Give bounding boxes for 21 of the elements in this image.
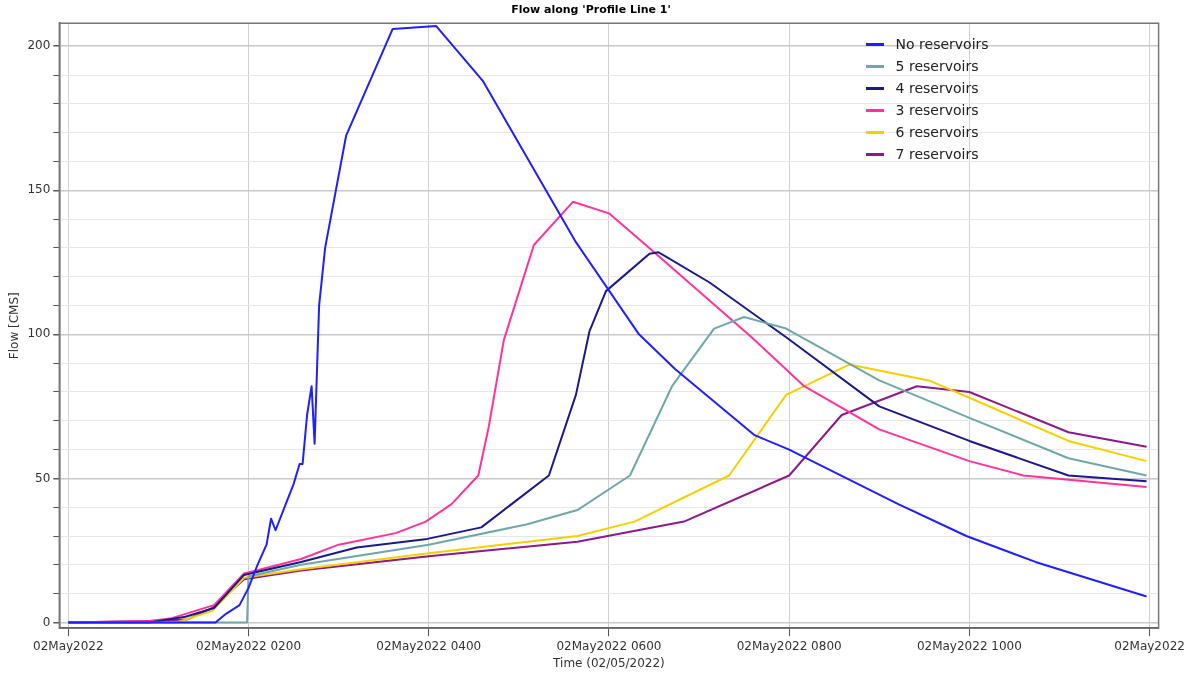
y-tick-label: 50 (35, 470, 51, 485)
y-tick-label: 100 (27, 326, 51, 341)
x-tick-label: 02May2022 (33, 638, 104, 653)
x-tick-label: 02May2022 0800 (736, 638, 842, 653)
x-tick-label: 02May2022 0200 (196, 638, 302, 653)
x-axis-title: Time (02/05/2022) (552, 655, 665, 670)
x-tick-label: 02May2022 1000 (916, 638, 1022, 653)
y-axis-title: Flow [CMS] (7, 292, 22, 360)
chart-title: Flow along 'Profile Line 1' (511, 3, 671, 17)
legend-label: 3 reservoirs (895, 101, 979, 121)
y-tick-label: 0 (42, 614, 51, 629)
legend-label: 7 reservoirs (895, 145, 979, 165)
legend-label: No reservoirs (895, 35, 989, 55)
x-tick-label: 02May2022 (1114, 638, 1185, 653)
legend-label: 6 reservoirs (895, 123, 979, 143)
y-tick-label: 150 (27, 182, 51, 197)
x-tick-label: 02May2022 0400 (376, 638, 482, 653)
legend-label: 4 reservoirs (895, 79, 979, 99)
legend-label: 5 reservoirs (895, 57, 979, 77)
x-tick-label: 02May2022 0600 (556, 638, 662, 653)
y-tick-label: 200 (27, 38, 51, 53)
